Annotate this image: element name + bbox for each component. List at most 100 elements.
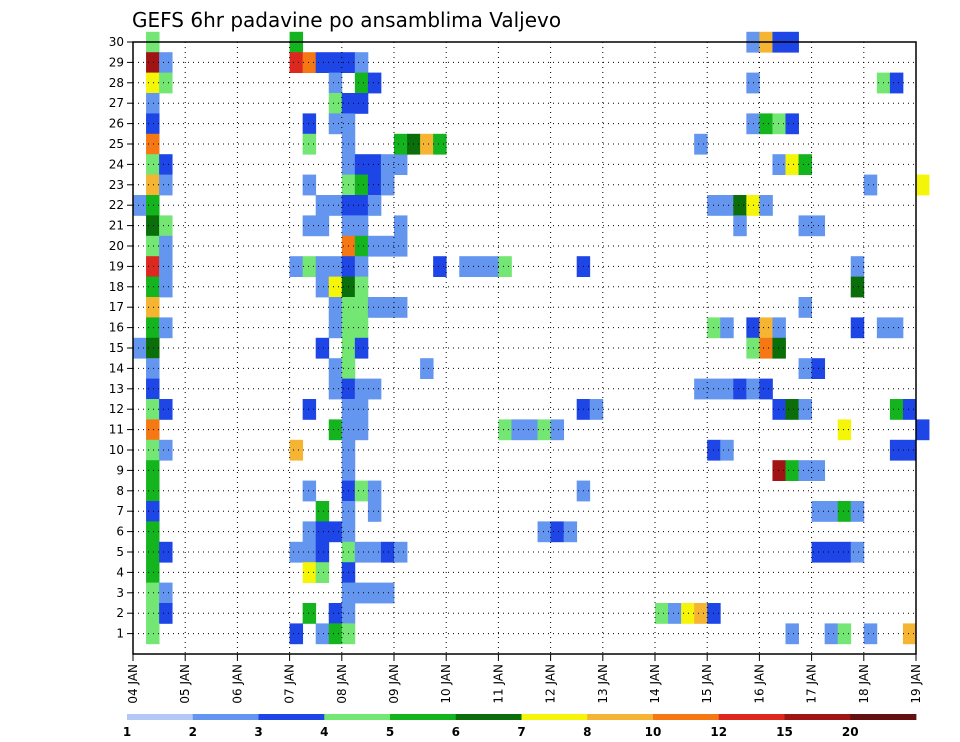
heatmap-cell <box>289 623 304 645</box>
heatmap-cell <box>394 297 408 318</box>
heatmap-cell <box>146 297 160 318</box>
y-tick-label: 26 <box>109 117 124 131</box>
y-tick-label: 28 <box>109 76 124 90</box>
heatmap-cell <box>785 154 799 175</box>
legend-color-swatch <box>192 714 259 720</box>
heatmap-cell <box>824 541 839 563</box>
heatmap-cell <box>354 72 369 94</box>
heatmap-cell <box>302 521 317 543</box>
legend-bound-label: 12 <box>710 725 727 739</box>
heatmap-cell <box>720 439 734 461</box>
heatmap-cell <box>354 174 369 196</box>
heatmap-cell <box>394 154 408 175</box>
y-tick-label: 2 <box>116 606 124 620</box>
heatmap-cell <box>289 439 304 461</box>
heatmap-cell <box>133 337 147 359</box>
legend-bound-label: 20 <box>842 725 859 739</box>
x-tick-label: 18 JAN <box>857 664 871 704</box>
heatmap-cell <box>837 623 852 645</box>
heatmap-cell <box>354 378 369 400</box>
heatmap-cell <box>733 195 747 216</box>
legend-color-swatch <box>587 714 654 720</box>
y-tick-label: 4 <box>116 565 124 579</box>
heatmap-cell <box>146 399 160 420</box>
y-tick-label: 3 <box>116 586 124 600</box>
heatmap-cell <box>302 399 317 420</box>
heatmap-cell <box>916 174 930 196</box>
y-tick-label: 25 <box>109 137 124 151</box>
heatmap-cell <box>550 419 565 441</box>
heatmap-cell <box>146 378 160 400</box>
heatmap-cell <box>328 195 343 216</box>
heatmap-cell <box>563 521 578 543</box>
heatmap-cell <box>759 113 773 135</box>
y-tick-label: 20 <box>109 239 124 253</box>
y-tick-label: 27 <box>109 96 124 110</box>
y-tick-label: 16 <box>109 321 124 335</box>
heatmap-cell <box>772 113 786 135</box>
heatmap-cell <box>902 399 917 420</box>
heatmap-cell <box>589 399 604 420</box>
heatmap-cell <box>889 72 904 94</box>
heatmap-cell <box>537 419 551 441</box>
heatmap-cell <box>354 215 369 237</box>
x-tick-label: 08 JAN <box>335 664 349 704</box>
heatmap-cell <box>146 460 160 481</box>
heatmap-cell <box>328 358 343 379</box>
heatmap-cell <box>328 72 343 94</box>
heatmap-cell <box>328 623 343 645</box>
heatmap-cell <box>367 235 382 257</box>
x-axis-ticks: 04 JAN 05 JAN 06 JAN 07 JAN 08 JAN 09 JAN 10 J… <box>126 654 923 704</box>
heatmap-cell <box>785 623 799 645</box>
heatmap-cell <box>328 603 343 624</box>
heatmap-cells <box>133 31 930 645</box>
y-tick-label: 8 <box>116 484 124 498</box>
legend-color-swatch <box>455 714 522 720</box>
heatmap-cell <box>772 154 786 175</box>
heatmap-cell <box>850 541 865 563</box>
heatmap-cell <box>694 133 708 155</box>
heatmap-cell <box>367 174 382 196</box>
heatmap-cell <box>367 582 382 604</box>
heatmap-cell <box>302 541 317 563</box>
heatmap-cell <box>133 195 147 216</box>
heatmap-cell <box>315 276 330 298</box>
heatmap-cell <box>759 317 773 339</box>
y-tick-label: 29 <box>109 55 124 69</box>
heatmap-cell <box>302 480 317 502</box>
heatmap-cell <box>146 133 160 155</box>
x-tick-label: 06 JAN <box>230 664 244 704</box>
legend-color-swatch <box>127 714 194 720</box>
heatmap-cell <box>328 297 343 318</box>
heatmap-cell <box>328 93 343 114</box>
heatmap-cell <box>367 195 382 216</box>
heatmap-cell <box>328 256 343 277</box>
legend-color-swatch <box>850 714 917 720</box>
heatmap-cell <box>837 541 852 563</box>
heatmap-cell <box>498 419 512 441</box>
heatmap-cell <box>472 256 486 277</box>
heatmap-cell <box>367 297 382 318</box>
heatmap-cell <box>367 480 382 502</box>
heatmap-cell <box>694 378 708 400</box>
x-tick-label: 05 JAN <box>178 664 192 704</box>
heatmap-cell <box>315 215 330 237</box>
y-tick-label: 23 <box>109 178 124 192</box>
legend-color-swatch <box>521 714 588 720</box>
x-tick-label: 19 JAN <box>909 664 923 704</box>
heatmap-cell <box>850 317 865 339</box>
heatmap-cell <box>772 317 786 339</box>
heatmap-cell <box>146 317 160 339</box>
heatmap-cell <box>394 541 408 563</box>
color-legend: 1 2 3 4 5 6 7 8 10 12 15 20 <box>123 714 917 739</box>
heatmap-cell <box>380 582 395 604</box>
x-tick-label: 13 JAN <box>596 664 610 704</box>
x-tick-label: 17 JAN <box>805 664 819 704</box>
heatmap-cell <box>146 562 160 583</box>
heatmap-cell <box>772 399 786 420</box>
heatmap-cell <box>159 235 173 257</box>
x-tick-label: 04 JAN <box>126 664 140 704</box>
heatmap-cell <box>694 603 708 624</box>
y-tick-label: 18 <box>109 280 124 294</box>
y-tick-label: 10 <box>109 443 124 457</box>
